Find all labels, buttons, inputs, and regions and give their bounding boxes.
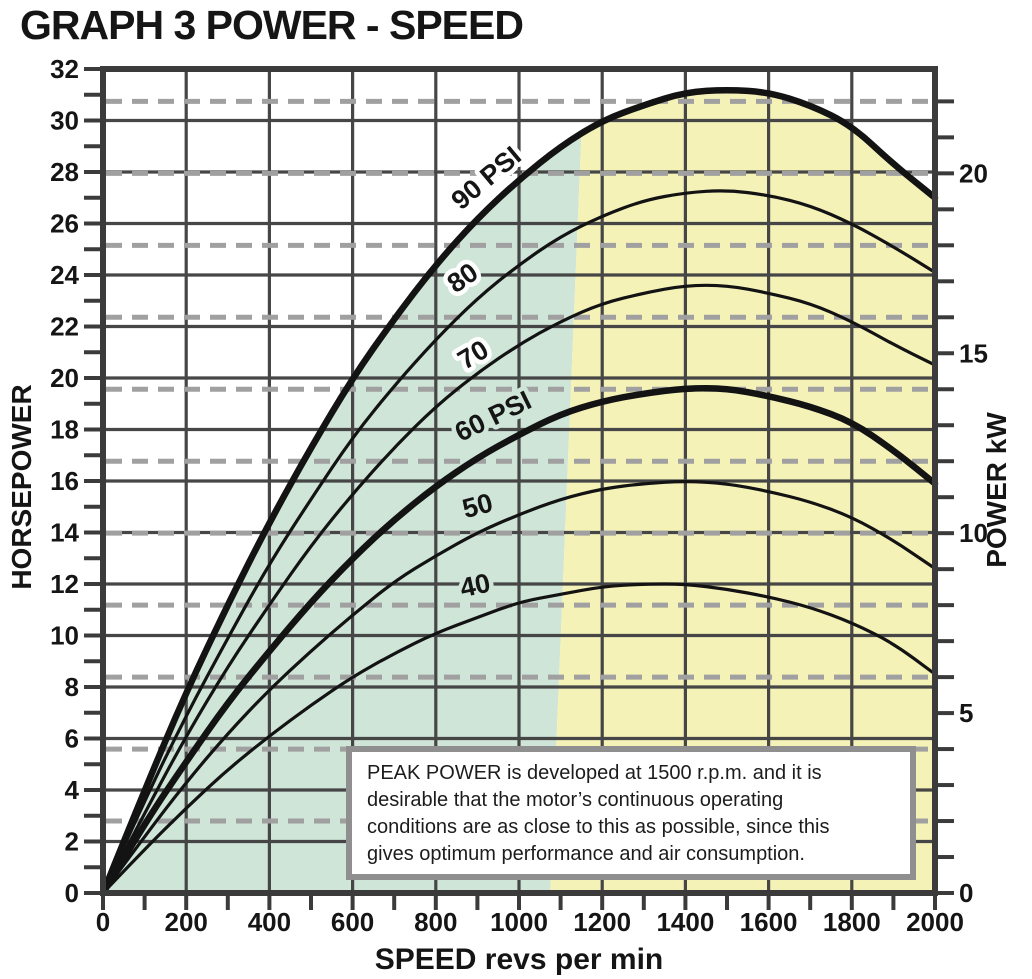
- plot-frame: [100, 66, 938, 896]
- note-line-1: PEAK POWER is developed at 1500 r.p.m. a…: [367, 762, 822, 784]
- svg-text:6: 6: [65, 724, 79, 754]
- chart-title: GRAPH 3 POWER - SPEED: [20, 2, 524, 48]
- note-line-3: conditions are as close to this as possi…: [367, 816, 830, 838]
- svg-text:14: 14: [50, 518, 79, 548]
- svg-text:4: 4: [65, 775, 80, 805]
- svg-text:0: 0: [65, 878, 79, 908]
- curve-40-psi: [101, 582, 937, 895]
- curve-50-psi: [101, 480, 937, 895]
- curve-80-psi: [101, 189, 937, 895]
- svg-text:600: 600: [331, 907, 374, 937]
- curve-label-40-psi: 40: [457, 568, 493, 604]
- svg-text:22: 22: [50, 312, 79, 342]
- note-line-4: gives optimum performance and air consum…: [367, 843, 805, 865]
- svg-text:1200: 1200: [573, 907, 631, 937]
- svg-text:8: 8: [65, 672, 79, 702]
- svg-text:15: 15: [959, 338, 988, 368]
- note-line-2: desirable that the motor’s continuous op…: [367, 789, 784, 811]
- svg-text:1000: 1000: [490, 907, 548, 937]
- svg-text:5: 5: [959, 698, 973, 728]
- svg-text:16: 16: [50, 466, 79, 496]
- svg-text:18: 18: [50, 415, 79, 445]
- svg-text:800: 800: [414, 907, 457, 937]
- svg-text:2000: 2000: [906, 907, 964, 937]
- svg-text:28: 28: [50, 157, 79, 187]
- svg-text:30: 30: [50, 106, 79, 136]
- rpm-tick-labels: 0 200 400 600 800 1000 1200 1400 1600 1800 2000: [96, 907, 964, 937]
- svg-text:0: 0: [959, 878, 973, 908]
- x-axis-title: SPEED revs per min: [375, 943, 663, 976]
- plot-border: [100, 66, 938, 896]
- svg-text:10: 10: [50, 621, 79, 651]
- svg-text:1400: 1400: [656, 907, 714, 937]
- curve-60-psi: [99, 385, 939, 897]
- green-continuous-operating-region: [103, 133, 582, 893]
- svg-text:1600: 1600: [740, 907, 798, 937]
- svg-text:20: 20: [959, 158, 988, 188]
- svg-text:1800: 1800: [823, 907, 881, 937]
- shaded-regions: [103, 90, 935, 893]
- svg-text:26: 26: [50, 209, 79, 239]
- svg-text:200: 200: [165, 907, 208, 937]
- axis-titles: HORSEPOWER POWER kW SPEED revs per min: [6, 384, 1012, 976]
- power-curves: [99, 87, 939, 897]
- svg-text:24: 24: [50, 260, 79, 290]
- svg-text:10: 10: [959, 518, 988, 548]
- svg-text:20: 20: [50, 363, 79, 393]
- svg-text:12: 12: [50, 569, 79, 599]
- axis-ticks: [84, 67, 954, 910]
- yellow-region: [550, 90, 935, 893]
- curve-90-psi: [99, 87, 939, 897]
- peak-power-note: PEAK POWER is developed at 1500 r.p.m. a…: [346, 746, 916, 880]
- y-axis-title-left: HORSEPOWER: [6, 384, 37, 589]
- svg-text:2: 2: [65, 827, 79, 857]
- svg-text:400: 400: [248, 907, 291, 937]
- svg-text:0: 0: [96, 907, 110, 937]
- svg-text:32: 32: [50, 54, 79, 84]
- curve-70-psi: [101, 283, 937, 895]
- kw-tick-labels: 0 5 10 15 20: [959, 158, 988, 908]
- y-axis-title-right: POWER kW: [981, 412, 1012, 568]
